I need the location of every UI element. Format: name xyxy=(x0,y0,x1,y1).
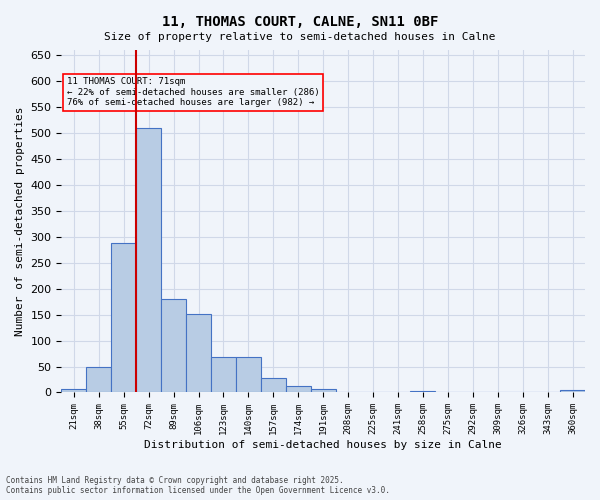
Bar xyxy=(186,314,211,392)
Text: Contains HM Land Registry data © Crown copyright and database right 2025.
Contai: Contains HM Land Registry data © Crown c… xyxy=(6,476,390,495)
Bar xyxy=(236,357,261,392)
Bar xyxy=(261,378,286,392)
X-axis label: Distribution of semi-detached houses by size in Calne: Distribution of semi-detached houses by … xyxy=(145,440,502,450)
Bar xyxy=(61,389,86,392)
Bar xyxy=(86,366,111,392)
Text: 11 THOMAS COURT: 71sqm
← 22% of semi-detached houses are smaller (286)
76% of se: 11 THOMAS COURT: 71sqm ← 22% of semi-det… xyxy=(67,78,319,107)
Bar xyxy=(136,128,161,392)
Bar xyxy=(111,243,136,392)
Y-axis label: Number of semi-detached properties: Number of semi-detached properties xyxy=(15,106,25,336)
Bar xyxy=(560,390,585,392)
Text: Size of property relative to semi-detached houses in Calne: Size of property relative to semi-detach… xyxy=(104,32,496,42)
Bar xyxy=(286,386,311,392)
Bar xyxy=(311,389,335,392)
Bar xyxy=(211,357,236,392)
Text: 11, THOMAS COURT, CALNE, SN11 0BF: 11, THOMAS COURT, CALNE, SN11 0BF xyxy=(162,15,438,29)
Bar xyxy=(410,391,436,392)
Bar xyxy=(161,298,186,392)
